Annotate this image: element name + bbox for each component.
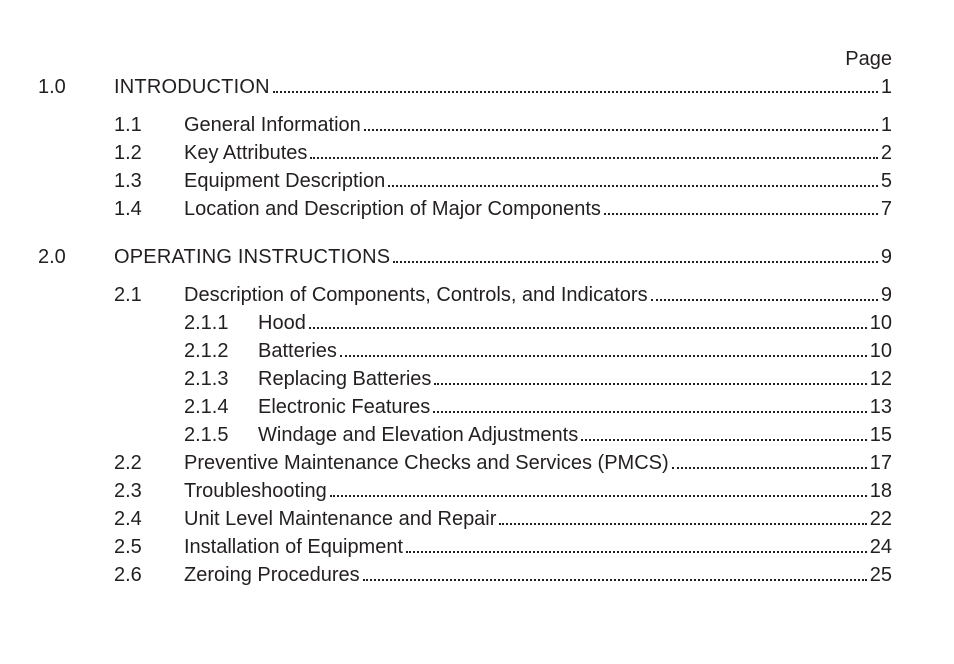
toc-title: Zeroing Procedures <box>184 562 360 589</box>
toc-subsection-number: 1.4 <box>114 196 184 223</box>
toc-leaders <box>433 393 866 413</box>
toc-title: Preventive Maintenance Checks and Servic… <box>184 450 669 477</box>
toc-body: 1.0INTRODUCTION11.1General Information11… <box>38 73 892 589</box>
toc-leaders <box>309 309 867 329</box>
toc-subsection-number: 2.3 <box>114 478 184 505</box>
toc-title: Unit Level Maintenance and Repair <box>184 506 496 533</box>
toc-page-number: 17 <box>870 450 892 477</box>
toc-title: Replacing Batteries <box>258 366 431 393</box>
toc-leaders <box>499 505 866 525</box>
toc-page-number: 25 <box>870 562 892 589</box>
toc-entry: 1.1General Information 1 <box>38 111 892 139</box>
toc-page-number: 24 <box>870 534 892 561</box>
toc-entry: 2.6Zeroing Procedures 25 <box>38 561 892 589</box>
toc-entry: 2.0OPERATING INSTRUCTIONS 9 <box>38 243 892 271</box>
toc-leaders <box>388 167 878 187</box>
toc-leaders <box>581 421 867 441</box>
toc-title: Electronic Features <box>258 394 430 421</box>
toc-subsection-number: 2.6 <box>114 562 184 589</box>
toc-leaders <box>672 449 867 469</box>
toc-page-number: 10 <box>870 338 892 365</box>
page-column-label: Page <box>38 48 892 71</box>
toc-page-number: 9 <box>881 244 892 271</box>
toc-leaders <box>330 477 867 497</box>
toc-entry: 1.2Key Attributes 2 <box>38 139 892 167</box>
toc-entry: 2.4Unit Level Maintenance and Repair 22 <box>38 505 892 533</box>
toc-subsubsection-number: 2.1.3 <box>184 366 258 393</box>
toc-entry: 1.0INTRODUCTION 1 <box>38 73 892 101</box>
toc-title: Key Attributes <box>184 140 307 167</box>
toc-page-number: 7 <box>881 196 892 223</box>
toc-title: Description of Components, Controls, and… <box>184 282 648 309</box>
toc-gap <box>38 271 892 281</box>
toc-section-number: 1.0 <box>38 74 114 101</box>
toc-page-number: 22 <box>870 506 892 533</box>
toc-page-number: 10 <box>870 310 892 337</box>
toc-subsection-number: 1.1 <box>114 112 184 139</box>
toc-title: Installation of Equipment <box>184 534 403 561</box>
toc-title: General Information <box>184 112 361 139</box>
toc-title: INTRODUCTION <box>114 74 270 101</box>
toc-entry: 2.1.4Electronic Features 13 <box>38 393 892 421</box>
toc-entry: 2.1Description of Components, Controls, … <box>38 281 892 309</box>
toc-page-number: 12 <box>870 366 892 393</box>
toc-title: OPERATING INSTRUCTIONS <box>114 244 390 271</box>
toc-subsection-number: 2.5 <box>114 534 184 561</box>
toc-leaders <box>340 337 867 357</box>
toc-page-number: 15 <box>870 422 892 449</box>
toc-leaders <box>651 281 878 301</box>
toc-entry: 2.1.2Batteries 10 <box>38 337 892 365</box>
toc-subsubsection-number: 2.1.4 <box>184 394 258 421</box>
toc-page-number: 13 <box>870 394 892 421</box>
toc-leaders <box>273 73 878 93</box>
toc-entry: 1.4Location and Description of Major Com… <box>38 195 892 223</box>
toc-entry: 2.2Preventive Maintenance Checks and Ser… <box>38 449 892 477</box>
toc-entry: 2.5Installation of Equipment 24 <box>38 533 892 561</box>
toc-page: Page 1.0INTRODUCTION11.1General Informat… <box>0 0 954 664</box>
toc-title: Windage and Elevation Adjustments <box>258 422 578 449</box>
toc-entry: 1.3Equipment Description 5 <box>38 167 892 195</box>
toc-entry: 2.3Troubleshooting 18 <box>38 477 892 505</box>
toc-subsection-number: 2.1 <box>114 282 184 309</box>
toc-gap <box>38 101 892 111</box>
toc-leaders <box>434 365 866 385</box>
toc-subsubsection-number: 2.1.5 <box>184 422 258 449</box>
toc-entry: 2.1.3Replacing Batteries 12 <box>38 365 892 393</box>
toc-page-number: 1 <box>881 112 892 139</box>
toc-title: Troubleshooting <box>184 478 327 505</box>
toc-subsection-number: 2.2 <box>114 450 184 477</box>
toc-title: Hood <box>258 310 306 337</box>
toc-subsection-number: 1.3 <box>114 168 184 195</box>
toc-subsubsection-number: 2.1.2 <box>184 338 258 365</box>
toc-leaders <box>364 111 878 131</box>
toc-leaders <box>393 243 878 263</box>
toc-subsection-number: 2.4 <box>114 506 184 533</box>
toc-leaders <box>604 195 878 215</box>
toc-page-number: 18 <box>870 478 892 505</box>
toc-page-number: 2 <box>881 140 892 167</box>
toc-section-number: 2.0 <box>38 244 114 271</box>
toc-page-number: 5 <box>881 168 892 195</box>
toc-title: Location and Description of Major Compon… <box>184 196 601 223</box>
toc-title: Equipment Description <box>184 168 385 195</box>
toc-leaders <box>363 561 867 581</box>
toc-leaders <box>406 533 867 553</box>
toc-leaders <box>310 139 877 159</box>
toc-gap <box>38 223 892 243</box>
toc-entry: 2.1.1Hood 10 <box>38 309 892 337</box>
toc-page-number: 1 <box>881 74 892 101</box>
toc-entry: 2.1.5Windage and Elevation Adjustments 15 <box>38 421 892 449</box>
toc-title: Batteries <box>258 338 337 365</box>
toc-subsubsection-number: 2.1.1 <box>184 310 258 337</box>
toc-page-number: 9 <box>881 282 892 309</box>
toc-subsection-number: 1.2 <box>114 140 184 167</box>
